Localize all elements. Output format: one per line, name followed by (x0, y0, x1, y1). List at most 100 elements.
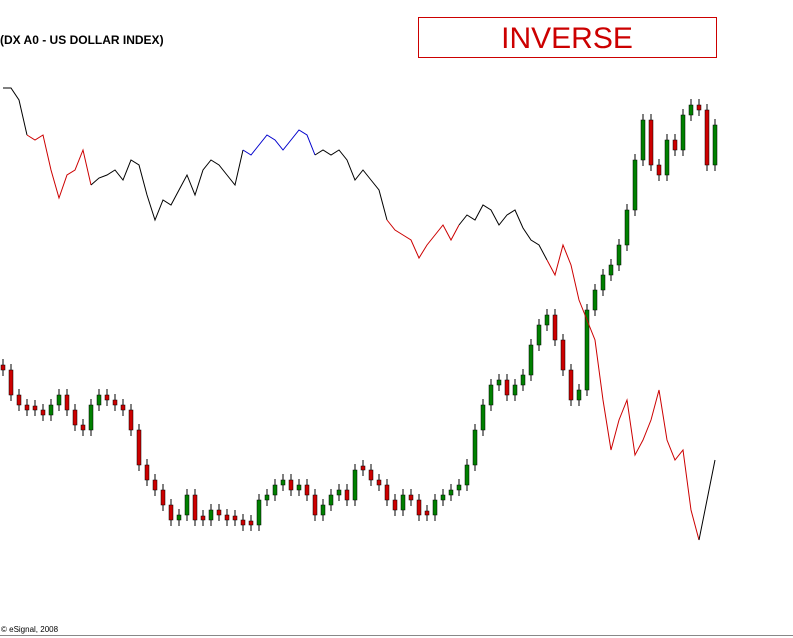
candle-body (96, 394, 102, 406)
candle-body (224, 514, 230, 521)
line-segment (698, 459, 716, 541)
candle-body (120, 404, 126, 411)
candle-body (488, 384, 494, 406)
candle-body (128, 409, 134, 431)
candle-body (536, 324, 542, 346)
candle-body (0, 364, 6, 371)
candle-body (608, 264, 614, 276)
candle-body (64, 394, 70, 411)
candle-body (584, 309, 590, 391)
candle-body (280, 479, 286, 486)
candle-body (328, 494, 334, 506)
candle-body (456, 484, 462, 491)
candle-body (80, 424, 86, 431)
candle-body (360, 465, 366, 471)
candle-body (616, 244, 622, 266)
candle-body (552, 314, 558, 341)
candle-body (368, 469, 374, 481)
candle-body (448, 489, 454, 496)
candle-body (8, 369, 14, 396)
candle-body (344, 489, 350, 501)
line-segment (3, 87, 28, 136)
candle-body (416, 499, 422, 516)
candle-body (656, 164, 662, 176)
candle-body (288, 479, 294, 491)
candle-body (464, 464, 470, 486)
candle-body (440, 494, 446, 501)
candle-body (480, 404, 486, 431)
candle-body (304, 484, 310, 496)
candle-body (376, 479, 382, 486)
line-segment (90, 149, 244, 222)
candle-body (160, 489, 166, 506)
candle-body (112, 399, 118, 406)
candle-body (664, 139, 670, 176)
line-segment (314, 149, 388, 221)
candle-body (16, 394, 22, 406)
candle-body (424, 510, 430, 516)
candle-body (688, 104, 694, 116)
candle-body (472, 429, 478, 466)
candle-body (528, 344, 534, 376)
candle-body (184, 494, 190, 516)
candle-body (632, 159, 638, 211)
candle-body (696, 104, 702, 111)
candle-body (312, 494, 318, 516)
candle-body (200, 515, 206, 521)
annotation: INVERSE (501, 22, 633, 55)
candle-body (232, 515, 238, 521)
candle-body (176, 514, 182, 521)
candle-body (216, 509, 222, 516)
line-segment (26, 134, 92, 200)
candle-body (592, 289, 598, 311)
candle-body (192, 494, 198, 521)
line-segment (458, 204, 548, 261)
candle-body (152, 479, 158, 491)
candle-body (648, 119, 654, 166)
candle-body (496, 379, 502, 386)
candle-body (264, 494, 270, 501)
candle-body (432, 499, 438, 516)
candle-body (40, 409, 46, 416)
candle-body (512, 384, 518, 396)
chart-title: (DX A0 - US DOLLAR INDEX) (0, 33, 164, 47)
candle-body (56, 394, 62, 406)
line-segment (242, 129, 316, 156)
candle-body (408, 494, 414, 501)
candle-body (640, 119, 646, 161)
candle-body (272, 484, 278, 496)
candle-body (320, 504, 326, 516)
candle-body (600, 274, 606, 291)
candle-body (352, 469, 358, 501)
candle-body (248, 520, 254, 526)
annotation-box (418, 17, 717, 58)
candle-body (32, 405, 38, 411)
candle-body (24, 404, 30, 411)
candle-body (504, 379, 510, 396)
candle-body (296, 484, 302, 491)
line-segment (386, 219, 460, 260)
candle-body (576, 389, 582, 401)
candle-body (712, 124, 718, 166)
candle-body (384, 484, 390, 501)
candle-body (72, 409, 78, 426)
candle-body (336, 489, 342, 496)
candle-body (208, 509, 214, 521)
candle-body (704, 109, 710, 166)
candle-body (560, 339, 566, 371)
candle-body (88, 404, 94, 431)
candle-body (104, 394, 110, 401)
candle-body (400, 494, 406, 511)
candle-body (520, 374, 526, 386)
candle-body (48, 404, 54, 416)
candle-body (680, 114, 686, 151)
candle-body (144, 464, 150, 481)
candle-body (392, 499, 398, 511)
line-segment (546, 243, 700, 541)
candle-body (168, 504, 174, 521)
candle-body (240, 519, 246, 526)
candle-body (568, 369, 574, 401)
candle-body (672, 139, 678, 151)
